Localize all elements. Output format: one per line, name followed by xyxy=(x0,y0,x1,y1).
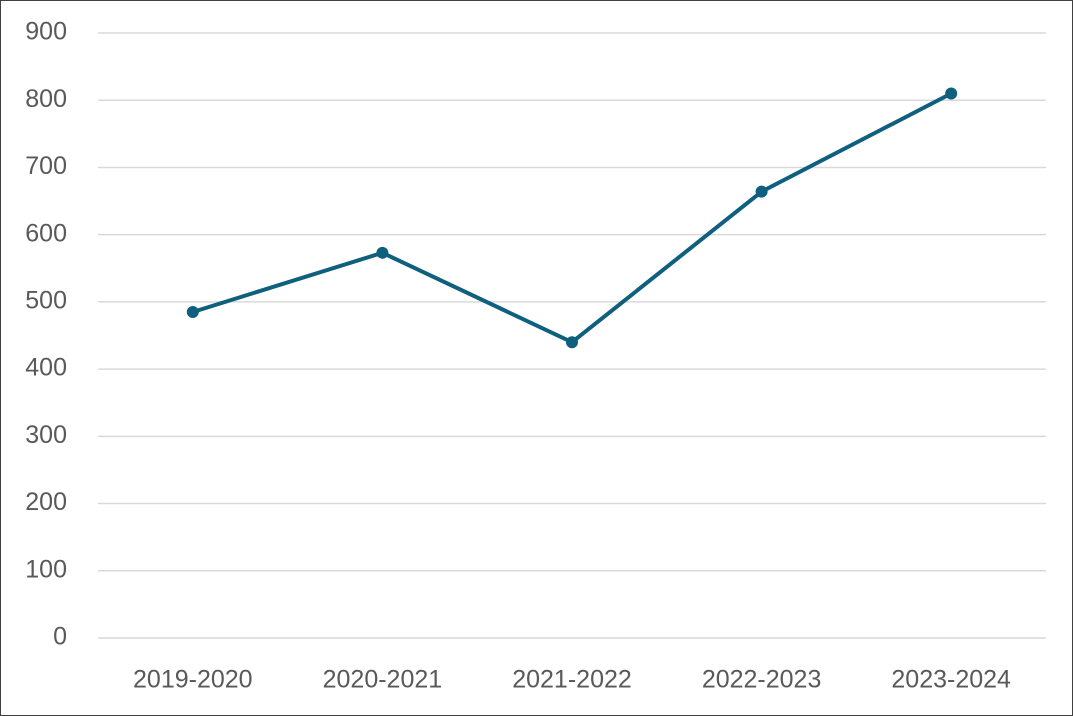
y-tick-label: 0 xyxy=(53,623,67,651)
marker xyxy=(755,185,768,198)
x-tick-label: 2021-2022 xyxy=(512,666,632,694)
marker xyxy=(945,87,958,100)
y-tick-label: 500 xyxy=(25,286,67,314)
y-tick-label: 200 xyxy=(25,488,67,516)
y-tick-label: 700 xyxy=(25,152,67,180)
x-tick-label: 2023-2024 xyxy=(891,666,1011,694)
x-tick-label: 2019-2020 xyxy=(133,666,253,694)
y-tick-label: 800 xyxy=(25,85,67,113)
marker xyxy=(376,246,389,259)
y-tick-label: 100 xyxy=(25,555,67,583)
y-tick-label: 900 xyxy=(25,18,67,46)
marker xyxy=(566,336,578,349)
y-tick-label: 600 xyxy=(25,219,67,247)
y-tick-label: 300 xyxy=(25,421,67,449)
y-tick-label: 400 xyxy=(25,354,67,382)
marker xyxy=(186,305,199,318)
x-tick-label: 2022-2023 xyxy=(702,666,822,694)
x-tick-label: 2020-2021 xyxy=(323,666,443,694)
